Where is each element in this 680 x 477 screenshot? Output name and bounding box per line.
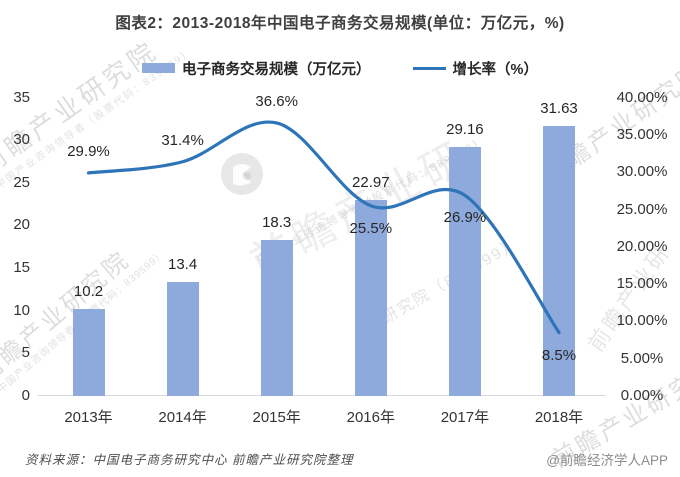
bar-2013 — [72, 309, 105, 396]
source-note: 资料来源：中国电子商务研究中心 前瞻产业研究院整理 — [25, 453, 354, 467]
x-axis-label-2014: 2014年 — [158, 409, 207, 426]
line-value-label: 31.4% — [161, 131, 204, 149]
x-axis-label-2017: 2017年 — [440, 409, 490, 426]
line-value-label: 26.9% — [443, 209, 487, 227]
right-axis-tick: 15.00% — [616, 275, 668, 293]
right-axis-tick: 20.00% — [616, 237, 668, 255]
left-axis-tick: 20 — [13, 216, 30, 234]
right-axis-tick: 10.00% — [616, 312, 668, 330]
bar-series-swatch-icon — [142, 63, 176, 73]
x-axis-label-2013: 2013年 — [64, 409, 113, 426]
left-axis-tick: 25 — [13, 173, 30, 191]
left-axis-tick: 5 — [21, 344, 30, 362]
line-series-swatch-icon — [412, 66, 446, 70]
right-axis-tick: 40.00% — [616, 88, 668, 106]
legend-label: 电子商务交易规模（万亿元） — [182, 61, 371, 78]
bar-value-label: 22.97 — [352, 174, 390, 192]
bar-value-label: 13.4 — [167, 255, 198, 273]
left-axis-tick: 0 — [21, 387, 30, 404]
right-axis-tick: 0.00% — [620, 387, 664, 404]
bar-2017 — [448, 147, 481, 396]
credit-note: @前瞻经济学人APP — [546, 453, 668, 468]
bar-2015 — [260, 239, 293, 396]
left-axis-tick: 10 — [13, 301, 30, 319]
right-axis-tick: 35.00% — [616, 125, 668, 143]
qianzhan-logo-icon — [221, 153, 263, 195]
x-axis-label-2018: 2018年 — [534, 409, 584, 426]
x-axis-line — [38, 395, 606, 396]
left-axis-tick: 30 — [13, 131, 30, 149]
bar-value-label: 31.63 — [540, 100, 578, 118]
line-value-label: 36.6% — [255, 92, 298, 110]
chart-title: 图表2：2013-2018年中国电子商务交易规模(单位：万亿元，%) — [115, 15, 565, 32]
left-axis-tick: 15 — [13, 259, 30, 277]
legend-label: 增长率（%） — [452, 61, 538, 78]
bar-value-label: 10.2 — [73, 283, 104, 301]
x-axis-label-2016: 2016年 — [346, 409, 395, 426]
bar-value-label: 29.16 — [446, 121, 484, 139]
bar-value-label: 18.3 — [262, 213, 292, 231]
x-axis-label-2015: 2015年 — [252, 409, 301, 426]
line-value-label: 29.9% — [67, 142, 110, 160]
legend-item-line-series: 增长率（%） — [412, 58, 538, 79]
right-axis-tick: 30.00% — [616, 163, 668, 181]
right-axis-tick: 5.00% — [620, 349, 664, 367]
left-axis-tick: 35 — [13, 88, 30, 106]
line-value-label: 8.5% — [541, 346, 577, 364]
right-axis-tick: 25.00% — [616, 200, 668, 218]
chart-legend: 电子商务交易规模（万亿元） 增长率（%） — [0, 58, 680, 78]
bar-2014 — [166, 281, 199, 396]
legend-item-bar-series: 电子商务交易规模（万亿元） — [142, 58, 371, 79]
line-value-label: 25.5% — [349, 219, 393, 237]
